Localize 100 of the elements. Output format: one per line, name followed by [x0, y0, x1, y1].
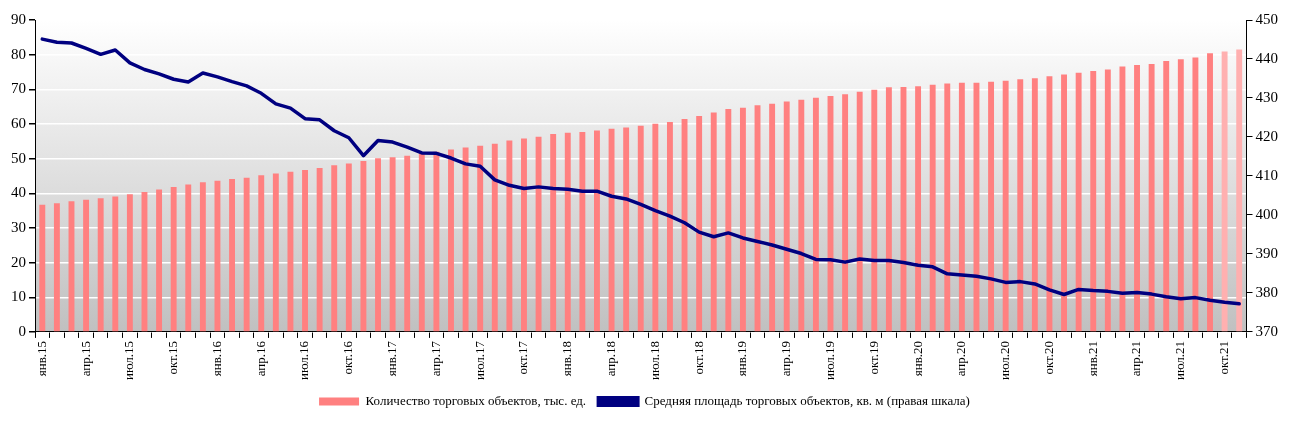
bar	[1134, 65, 1140, 332]
y2-tick-label: 370	[1255, 322, 1278, 339]
x-tick-label: июл.19	[821, 340, 837, 381]
bar	[418, 153, 425, 332]
y-tick-label: 90	[11, 10, 26, 27]
bar	[1017, 79, 1024, 332]
bar	[214, 180, 221, 332]
bar	[696, 116, 703, 332]
bar	[53, 203, 60, 332]
bar	[856, 91, 863, 332]
x-tick-label: янв.16	[208, 340, 224, 377]
bar	[1192, 57, 1199, 332]
bar	[1177, 59, 1184, 332]
bar	[375, 158, 381, 332]
bar	[39, 204, 46, 332]
x-tick-label: окт.20	[1040, 340, 1056, 375]
bar	[608, 128, 615, 332]
x-tick-label: июл.16	[296, 340, 312, 381]
x-tick-label: окт.18	[690, 340, 706, 375]
y2-tick-label: 400	[1255, 205, 1278, 222]
x-tick-label: окт.16	[340, 340, 356, 375]
y-tick-label: 30	[11, 218, 26, 235]
bar	[156, 189, 163, 332]
y-tick-label: 20	[11, 253, 26, 270]
bar	[1075, 72, 1082, 332]
bar	[243, 177, 250, 332]
bar	[521, 138, 527, 332]
bar	[915, 86, 922, 332]
bar	[564, 132, 571, 332]
bar	[769, 103, 776, 332]
bar	[739, 107, 746, 332]
y-tick-label: 70	[11, 80, 26, 97]
bar	[871, 89, 878, 332]
bar	[331, 165, 338, 332]
bar	[1221, 51, 1228, 332]
bar	[1002, 80, 1009, 332]
x-tick-label: янв.18	[559, 340, 575, 377]
bar	[710, 112, 717, 332]
bar	[988, 81, 995, 332]
bar	[550, 134, 557, 332]
x-tick-label: апр.15	[77, 340, 93, 377]
y2-tick-label: 450	[1255, 10, 1278, 27]
bar	[506, 140, 513, 332]
bar	[1236, 49, 1243, 332]
x-tick-label: июл.20	[997, 340, 1013, 381]
y2-tick-label: 440	[1255, 49, 1278, 66]
bar	[783, 101, 790, 332]
y2-tick-label: 390	[1255, 244, 1278, 261]
y-tick-label: 10	[11, 288, 26, 305]
bar	[199, 182, 206, 332]
bar	[944, 83, 951, 332]
y2-tick-label: 380	[1255, 283, 1278, 300]
bar	[1061, 74, 1067, 332]
bar	[491, 143, 498, 332]
x-tick-label: янв.15	[33, 340, 49, 377]
bar	[594, 130, 600, 332]
bar	[302, 170, 308, 332]
bar	[316, 167, 323, 332]
bar	[1090, 70, 1097, 332]
bar	[170, 187, 177, 332]
y2-tick-label: 420	[1255, 127, 1278, 144]
bar	[1163, 60, 1170, 332]
bar	[185, 184, 192, 332]
x-tick-label: окт.21	[1216, 340, 1232, 375]
bar	[404, 155, 411, 332]
x-tick-label: окт.15	[165, 340, 181, 375]
y2-tick-label: 430	[1255, 88, 1278, 105]
bar	[798, 99, 805, 332]
x-tick-label: янв.17	[384, 340, 400, 377]
x-tick-label: окт.19	[865, 340, 881, 375]
bar	[1031, 78, 1038, 332]
bar	[97, 198, 104, 332]
x-tick-label: июл.17	[471, 340, 487, 381]
bar	[623, 127, 630, 332]
bar	[666, 121, 673, 332]
bar	[1148, 64, 1155, 332]
y-tick-label: 40	[11, 184, 26, 201]
bar	[535, 136, 542, 332]
x-tick-label: апр.20	[953, 340, 969, 377]
legend-label: Средняя площадь торговых объектов, кв. м (правая шкала)	[644, 392, 970, 408]
bar	[579, 131, 586, 332]
x-tick-label: июл.21	[1172, 340, 1188, 381]
bar	[1119, 66, 1126, 332]
bar	[389, 157, 396, 332]
bar	[929, 84, 936, 332]
x-tick-label: апр.21	[1128, 340, 1144, 377]
x-tick-label: апр.17	[427, 340, 443, 377]
bar	[462, 147, 469, 332]
bar	[477, 145, 484, 332]
y-tick-label: 80	[11, 45, 26, 62]
bar	[1046, 76, 1053, 332]
bar	[126, 194, 133, 332]
x-tick-label: апр.16	[252, 340, 268, 377]
y-tick-label: 0	[18, 322, 26, 339]
bar	[842, 94, 849, 332]
bar	[725, 109, 732, 332]
legend-label: Количество торговых объектов, тыс. ед.	[365, 392, 587, 408]
y-tick-label: 50	[11, 149, 26, 166]
bar	[272, 173, 279, 332]
bar	[958, 82, 965, 332]
